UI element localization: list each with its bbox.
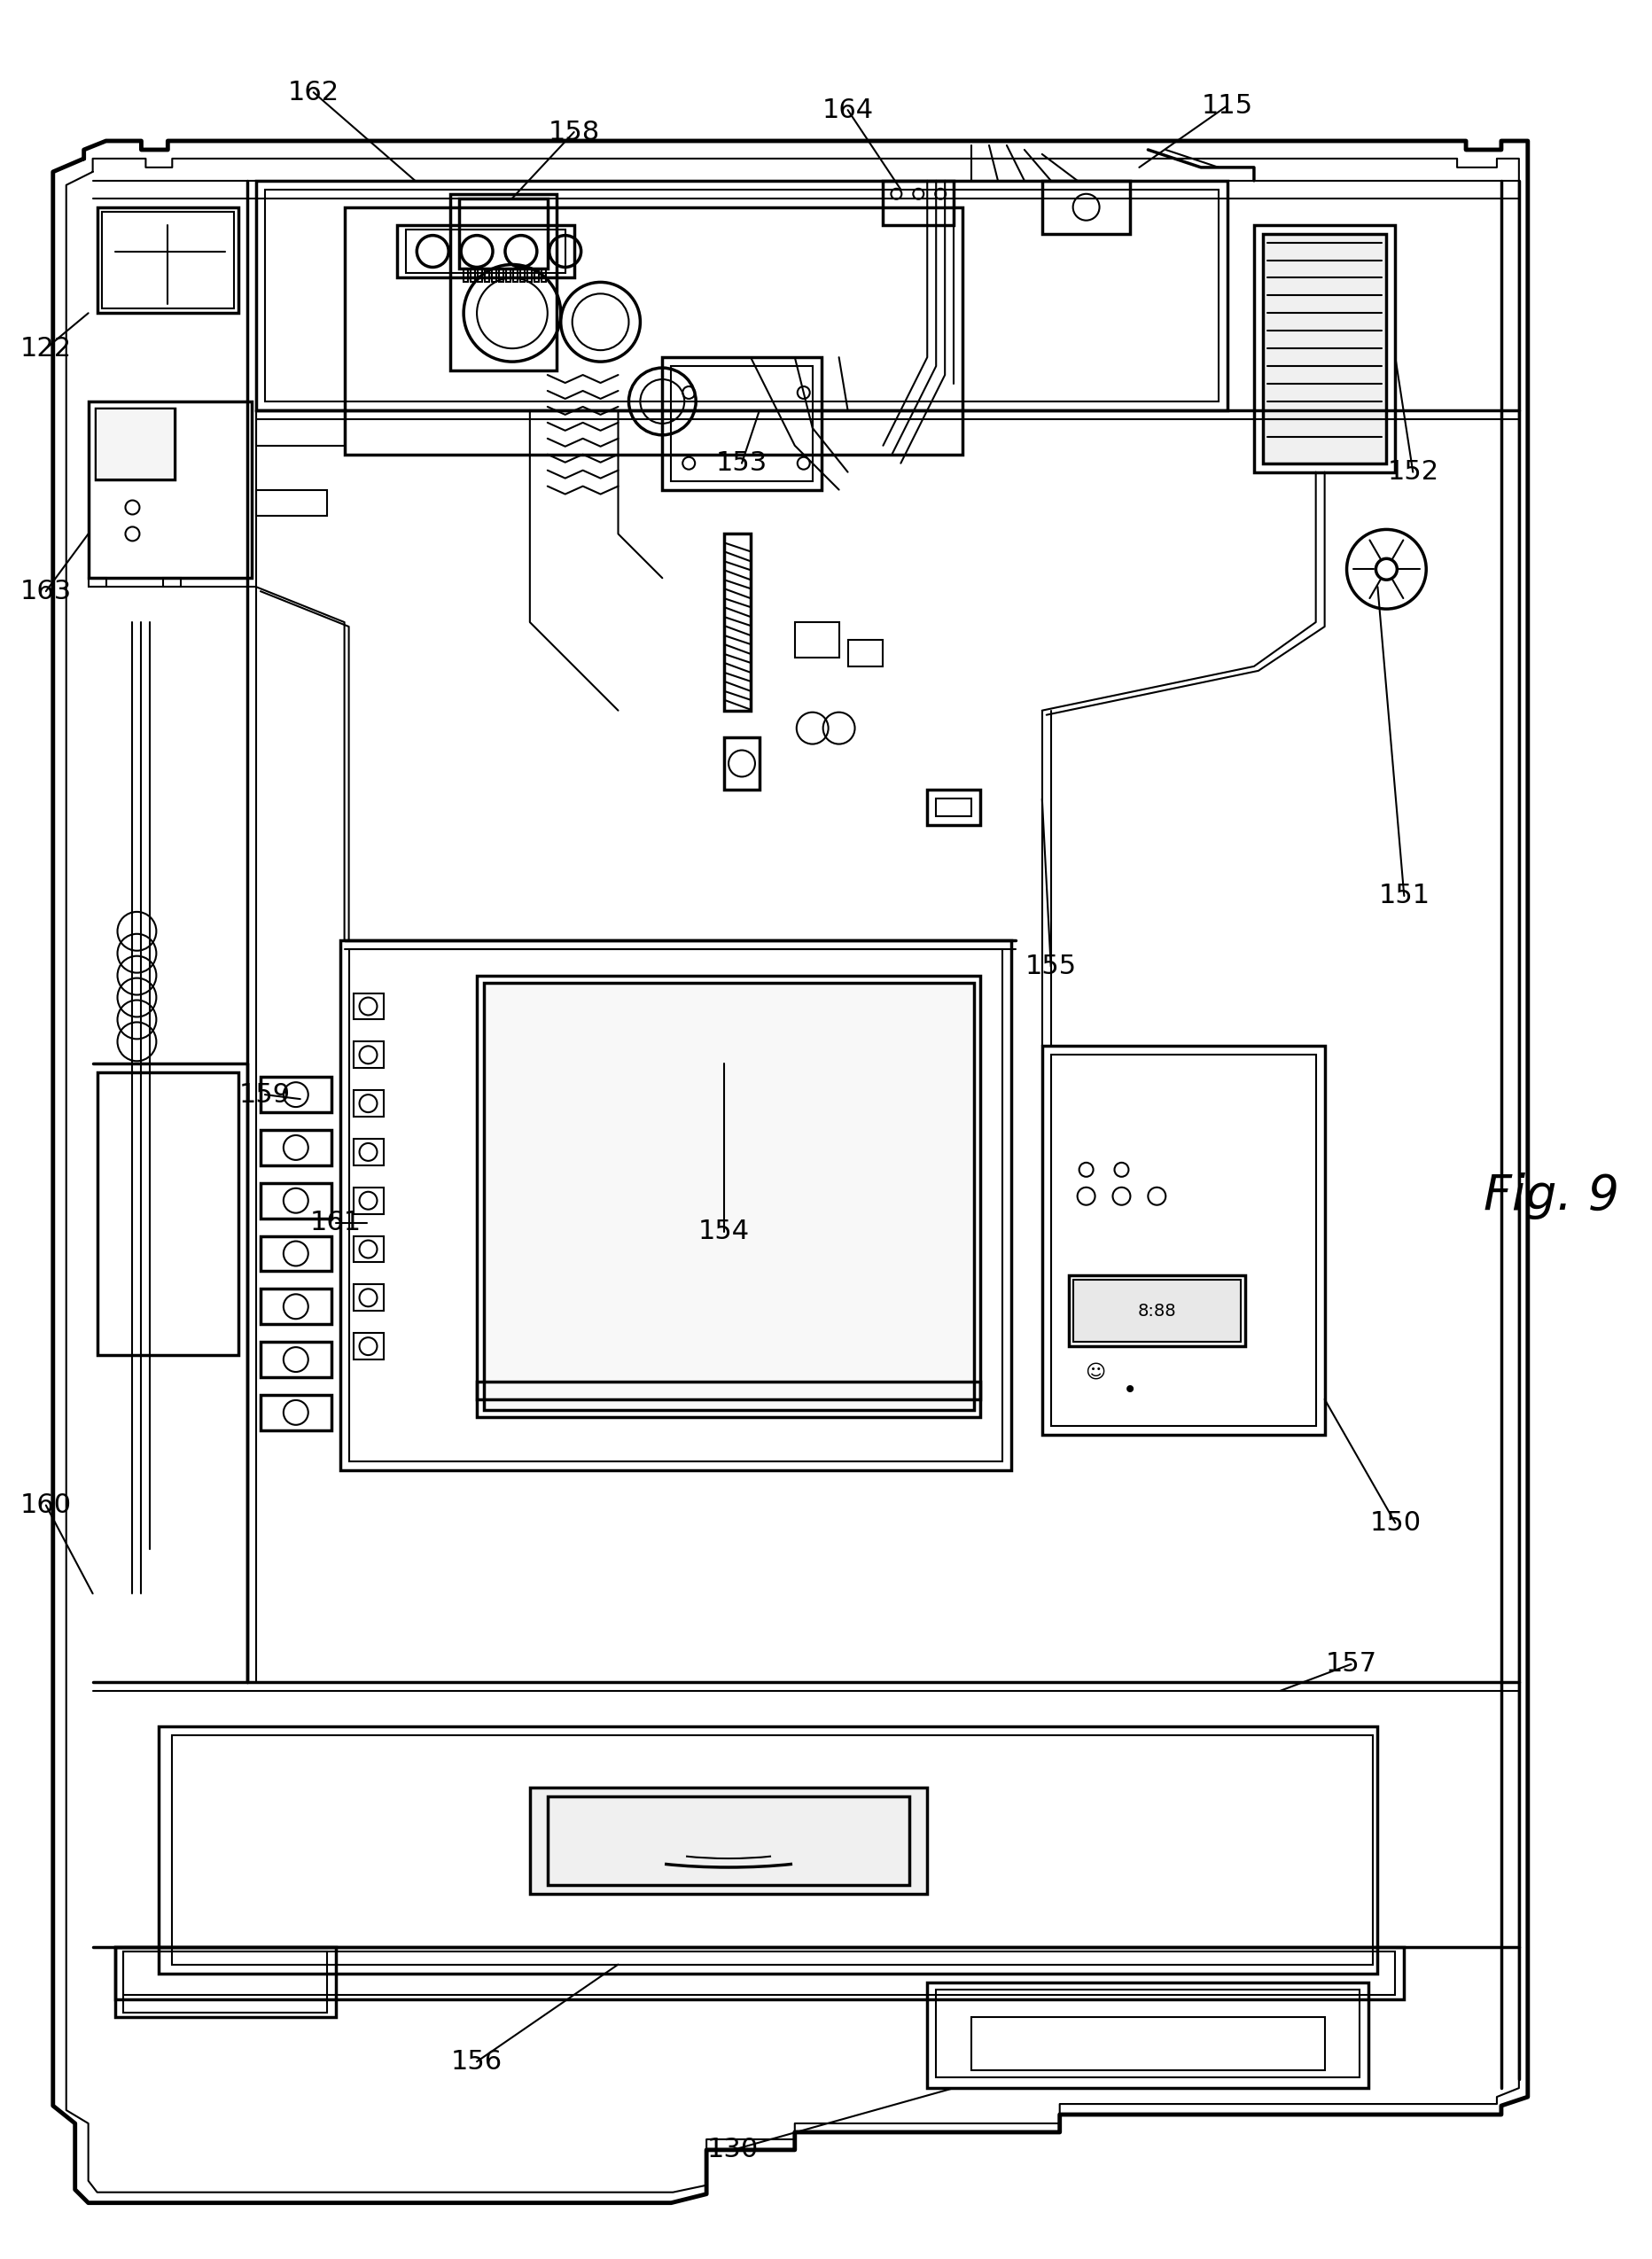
Bar <box>97 1073 238 1355</box>
Bar <box>101 212 235 309</box>
Bar <box>354 1041 385 1069</box>
Text: 158: 158 <box>548 120 600 145</box>
Bar <box>349 949 1003 1462</box>
Bar <box>354 994 385 1019</box>
Bar <box>477 1383 980 1398</box>
Bar <box>261 1394 330 1430</box>
Bar <box>534 269 539 282</box>
Bar <box>451 194 557 370</box>
Bar <box>464 269 468 282</box>
Bar <box>1042 181 1130 233</box>
Bar <box>471 269 476 282</box>
Bar <box>261 1130 330 1166</box>
Bar <box>724 736 760 791</box>
Text: 8:88: 8:88 <box>1138 1303 1176 1319</box>
Bar <box>1042 1046 1325 1434</box>
Bar <box>88 578 106 587</box>
Bar <box>354 1333 385 1360</box>
Bar <box>484 983 975 1410</box>
Bar <box>971 2017 1325 2072</box>
Text: 162: 162 <box>287 79 339 106</box>
Text: 153: 153 <box>715 450 768 477</box>
Bar <box>88 402 251 578</box>
Bar <box>97 208 238 314</box>
Text: 115: 115 <box>1201 93 1254 117</box>
Bar <box>354 1139 385 1166</box>
Text: 150: 150 <box>1370 1509 1421 1536</box>
Bar <box>492 269 496 282</box>
Bar <box>527 269 532 282</box>
Bar <box>256 181 1227 411</box>
Text: 160: 160 <box>20 1493 71 1518</box>
Text: 151: 151 <box>1378 883 1431 908</box>
Bar <box>172 1735 1373 1965</box>
Text: 130: 130 <box>707 2137 758 2162</box>
Bar <box>927 1981 1370 2087</box>
Bar <box>1051 1055 1317 1425</box>
Bar <box>477 1398 980 1416</box>
Bar <box>114 1947 335 2017</box>
Bar <box>398 226 573 278</box>
Bar <box>256 411 344 445</box>
Bar <box>542 269 545 282</box>
Text: ☺: ☺ <box>1085 1364 1105 1383</box>
Bar <box>261 1236 330 1272</box>
Bar <box>662 357 821 490</box>
Bar <box>344 208 963 454</box>
Text: 156: 156 <box>451 2049 502 2074</box>
Text: 152: 152 <box>1388 459 1439 486</box>
Bar <box>937 800 971 815</box>
Bar <box>261 1342 330 1378</box>
Bar <box>499 269 504 282</box>
Bar <box>477 976 980 1416</box>
Text: 122: 122 <box>20 337 71 361</box>
Text: Fig. 9: Fig. 9 <box>1483 1172 1619 1220</box>
Bar <box>124 1952 1396 1995</box>
Bar <box>1262 233 1386 463</box>
Bar <box>884 181 953 226</box>
Text: 164: 164 <box>823 97 874 122</box>
Bar <box>847 639 884 666</box>
Bar <box>1069 1276 1246 1346</box>
Bar <box>547 1796 910 1884</box>
Bar <box>354 1188 385 1213</box>
Bar <box>530 1787 927 1893</box>
Bar <box>124 1952 327 2013</box>
Bar <box>264 190 1219 402</box>
Bar <box>520 269 525 282</box>
Bar <box>354 1091 385 1116</box>
Bar <box>671 366 813 481</box>
Text: 159: 159 <box>240 1082 291 1107</box>
Bar <box>354 1236 385 1263</box>
Bar <box>261 1078 330 1111</box>
Bar <box>96 409 175 479</box>
Text: 161: 161 <box>311 1211 362 1236</box>
Text: •: • <box>1123 1378 1138 1403</box>
Bar <box>261 1184 330 1218</box>
Bar <box>795 621 839 657</box>
Bar <box>256 490 327 517</box>
Text: 163: 163 <box>20 578 71 603</box>
Text: 155: 155 <box>1026 953 1077 980</box>
Bar <box>354 1285 385 1310</box>
Bar <box>406 228 565 273</box>
Bar <box>159 1726 1378 1974</box>
Bar <box>261 1290 330 1324</box>
Bar <box>96 409 175 479</box>
Bar <box>1072 1281 1241 1342</box>
Bar <box>114 1947 1404 1999</box>
Bar <box>937 1990 1360 2078</box>
Text: 157: 157 <box>1325 1651 1376 1676</box>
Bar <box>340 940 1011 1471</box>
Bar <box>477 269 482 282</box>
Bar <box>927 791 980 825</box>
Bar <box>164 578 182 587</box>
Text: 154: 154 <box>699 1218 750 1245</box>
Bar <box>724 533 750 712</box>
Bar <box>514 269 517 282</box>
Bar <box>459 199 547 269</box>
Bar <box>1254 226 1396 472</box>
Bar <box>484 269 489 282</box>
Bar <box>506 269 510 282</box>
